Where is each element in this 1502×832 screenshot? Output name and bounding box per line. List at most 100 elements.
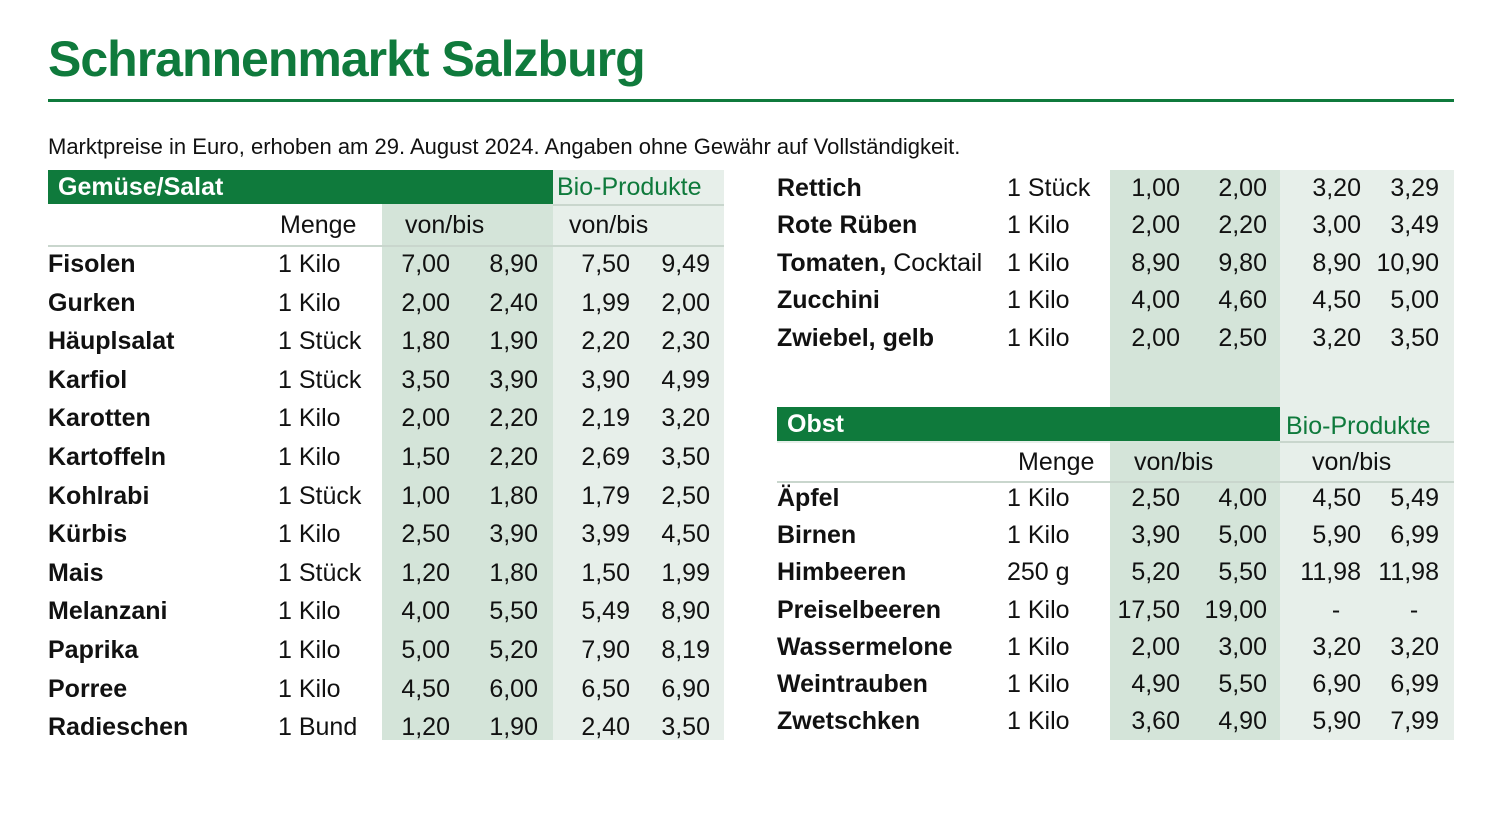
bio-price-from: 6,90 bbox=[1312, 669, 1361, 698]
bio-price-from: 3,90 bbox=[581, 365, 630, 394]
bio-price-from: 4,50 bbox=[1312, 484, 1361, 512]
bio-price-to: 2,30 bbox=[661, 327, 710, 356]
product-name: Gurken bbox=[48, 289, 136, 318]
bio-price-to: 3,50 bbox=[1390, 323, 1439, 352]
bio-price-from: 1,99 bbox=[581, 288, 630, 317]
price-to: 2,00 bbox=[1218, 174, 1267, 202]
vegetables-bio-header: von/bis bbox=[569, 211, 649, 239]
price-to: 5,20 bbox=[489, 635, 538, 664]
quantity: 1 Bund bbox=[278, 713, 358, 742]
price-from: 2,50 bbox=[1131, 484, 1180, 512]
price-from: 2,00 bbox=[401, 288, 450, 317]
bio-price-to: 7,99 bbox=[1390, 707, 1439, 736]
quantity: 1 Kilo bbox=[278, 250, 341, 278]
vegetables-bio-rule bbox=[553, 204, 724, 206]
title-rule bbox=[48, 99, 1454, 102]
product-name: Zwiebel, gelb bbox=[777, 324, 934, 353]
price-to: 4,00 bbox=[1218, 484, 1267, 512]
fruit-bio-label: Bio-Produkte bbox=[1286, 412, 1431, 440]
bio-price-from: 3,20 bbox=[1312, 323, 1361, 352]
bio-price-to: 4,50 bbox=[661, 520, 710, 549]
product-name: Weintrauben bbox=[777, 670, 928, 699]
bio-price-to: 5,00 bbox=[1390, 286, 1439, 315]
product-name: Zwetschken bbox=[777, 707, 920, 736]
price-from: 1,50 bbox=[401, 442, 450, 471]
bio-price-to: 3,50 bbox=[661, 713, 710, 742]
vegetables-header-rule bbox=[48, 245, 724, 247]
product-name-text: Birnen bbox=[777, 521, 857, 550]
price-from: 4,00 bbox=[401, 597, 450, 626]
price-to: 2,50 bbox=[1218, 323, 1267, 352]
quantity: 1 Kilo bbox=[278, 288, 341, 317]
product-name-text: Himbeeren bbox=[777, 558, 907, 587]
quantity: 1 Kilo bbox=[278, 442, 341, 471]
product-name: Kartoffeln bbox=[48, 443, 166, 472]
bio-column-bg bbox=[553, 170, 724, 740]
bio-price-from: 4,50 bbox=[1312, 286, 1361, 315]
product-name: Wassermelone bbox=[777, 633, 953, 662]
quantity: 1 Kilo bbox=[1007, 484, 1070, 512]
bio-price-from: 2,20 bbox=[581, 327, 630, 356]
price-to: 3,00 bbox=[1218, 632, 1267, 661]
bio-price-from: 5,49 bbox=[581, 597, 630, 626]
price-to: 9,80 bbox=[1218, 248, 1267, 277]
bio-price-to: 3,49 bbox=[1390, 211, 1439, 240]
product-name-text: Kürbis bbox=[48, 520, 128, 549]
product-name: Fisolen bbox=[48, 250, 136, 279]
product-name: Melanzani bbox=[48, 597, 167, 626]
bio-column-bg-right bbox=[1280, 170, 1454, 740]
quantity: 1 Kilo bbox=[278, 520, 341, 549]
price-to: 2,20 bbox=[1218, 211, 1267, 240]
quantity: 1 Stück bbox=[278, 327, 362, 356]
bio-price-to: 3,29 bbox=[1390, 174, 1439, 202]
price-to: 1,90 bbox=[489, 327, 538, 356]
price-from: 2,00 bbox=[401, 404, 450, 433]
fruit-price-header: von/bis bbox=[1134, 448, 1214, 476]
bio-price-from: 3,99 bbox=[581, 520, 630, 549]
bio-price-to: 1,99 bbox=[661, 558, 710, 587]
vegetables-section-bar bbox=[48, 170, 553, 204]
quantity: 1 Stück bbox=[278, 365, 362, 394]
price-to: 8,90 bbox=[489, 250, 538, 278]
quantity: 1 Kilo bbox=[278, 597, 341, 626]
price-to: 3,90 bbox=[489, 520, 538, 549]
bio-price-to: 10,90 bbox=[1376, 248, 1439, 277]
product-name-text: Tomaten, bbox=[777, 248, 887, 277]
quantity: 1 Kilo bbox=[1007, 707, 1070, 736]
price-to: 4,90 bbox=[1218, 707, 1267, 736]
vegetables-section-label: Gemüse/Salat bbox=[58, 173, 224, 201]
product-name: Karotten bbox=[48, 404, 151, 433]
product-name-text: Porree bbox=[48, 674, 128, 703]
product-name-text: Paprika bbox=[48, 635, 139, 664]
bio-price-from: 1,50 bbox=[581, 558, 630, 587]
bio-price-from: 2,69 bbox=[581, 442, 630, 471]
product-name-text: Äpfel bbox=[777, 484, 840, 512]
quantity: 1 Kilo bbox=[1007, 248, 1070, 277]
price-from: 3,90 bbox=[1131, 521, 1180, 550]
bio-price-from: 2,40 bbox=[581, 713, 630, 742]
product-name: Himbeeren bbox=[777, 558, 906, 587]
quantity: 1 Stück bbox=[278, 481, 362, 510]
product-name: Mais bbox=[48, 559, 104, 588]
price-from: 2,00 bbox=[1131, 323, 1180, 352]
bio-price-from: 3,20 bbox=[1312, 174, 1361, 202]
product-name: Äpfel bbox=[777, 484, 840, 513]
vegetables-menge-header: Menge bbox=[280, 211, 357, 239]
product-name: Paprika bbox=[48, 636, 138, 665]
price-from: 17,50 bbox=[1117, 595, 1180, 624]
price-from: 5,00 bbox=[401, 635, 450, 664]
product-name: Radieschen bbox=[48, 713, 188, 742]
bio-price-from: 5,90 bbox=[1312, 521, 1361, 550]
quantity: 1 Kilo bbox=[1007, 669, 1070, 698]
price-from: 1,20 bbox=[401, 558, 450, 587]
bio-price-to: 3,20 bbox=[661, 404, 710, 433]
product-name-text: Karotten bbox=[48, 404, 151, 433]
bio-price-from: 3,20 bbox=[1312, 632, 1361, 661]
price-to: 1,80 bbox=[489, 558, 538, 587]
quantity: 1 Kilo bbox=[278, 674, 341, 703]
quantity: 1 Stück bbox=[1007, 174, 1091, 202]
product-name-text: Häuplsalat bbox=[48, 327, 175, 356]
bio-price-from: 7,50 bbox=[581, 250, 630, 278]
quantity: 1 Kilo bbox=[1007, 323, 1070, 352]
